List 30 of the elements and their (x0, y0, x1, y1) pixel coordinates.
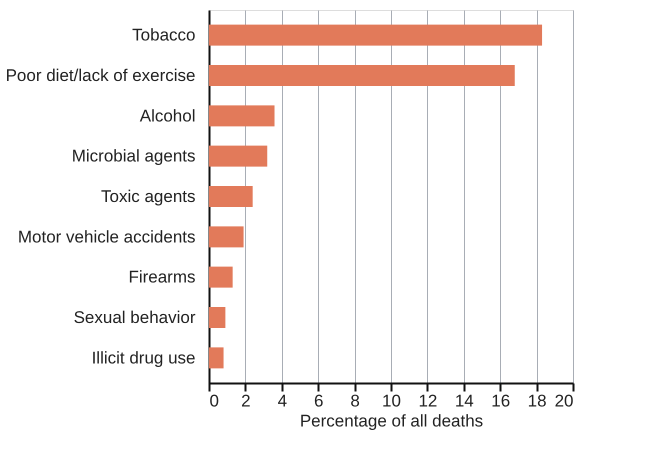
bar (209, 65, 515, 86)
y-tick-label: Alcohol (140, 106, 196, 126)
x-tick-label: 14 (454, 392, 474, 410)
x-tick-label: 18 (528, 392, 547, 410)
x-tick-label: 0 (210, 392, 219, 410)
bar (209, 347, 224, 368)
x-tick-label: 2 (241, 392, 251, 410)
bar (209, 24, 542, 46)
bar (209, 266, 233, 288)
y-tick-label: Motor vehicle accidents (18, 227, 196, 246)
y-tick-label: Sexual behavior (74, 308, 196, 327)
y-tick-label: Firearms (128, 268, 196, 287)
y-tick-label: Microbial agents (72, 146, 196, 166)
bar (209, 105, 275, 126)
y-tick-label: Illicit drug use (92, 348, 196, 368)
y-tick-label: Tobacco (132, 26, 196, 45)
x-tick-label: 8 (350, 392, 360, 410)
x-tick-label: 4 (278, 392, 288, 410)
y-tick-label: Toxic agents (101, 187, 196, 206)
x-axis-title: Percentage of all deaths (300, 412, 484, 430)
x-tick-label: 12 (418, 392, 438, 410)
x-tick-label: 20 (554, 392, 574, 410)
bar (209, 186, 253, 207)
y-tick-label: Poor diet/lack of exercise (6, 66, 196, 85)
x-tick-label: 16 (491, 392, 510, 410)
x-tick-label: 10 (382, 392, 401, 410)
x-tick-label: 6 (314, 392, 324, 410)
bar (209, 307, 226, 328)
bar (209, 226, 244, 248)
bar (209, 146, 268, 167)
